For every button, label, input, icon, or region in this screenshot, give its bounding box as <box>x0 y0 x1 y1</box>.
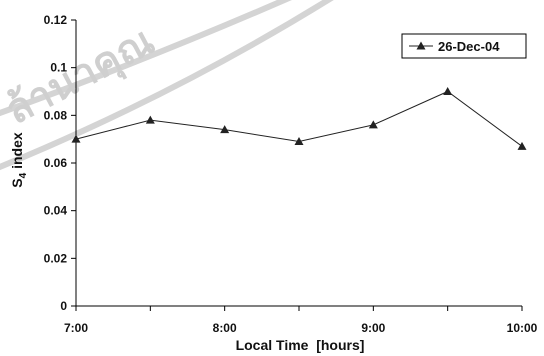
data-point-marker <box>71 134 81 143</box>
y-tick-label: 0.08 <box>44 108 68 122</box>
data-point-marker <box>220 125 230 134</box>
data-point-marker <box>145 115 155 124</box>
y-tick-label: 0.04 <box>44 204 68 218</box>
legend-label: 26-Dec-04 <box>438 39 500 54</box>
data-point-marker <box>294 137 304 146</box>
x-tick-label: 9:00 <box>361 321 385 335</box>
x-tick-label: 10:00 <box>507 321 538 335</box>
x-tick-label: 8:00 <box>213 321 237 335</box>
y-axis-title-sub: 4 <box>18 172 29 178</box>
series-layer <box>71 87 527 150</box>
x-axis-title: Local Time [hours] <box>236 337 365 353</box>
y-tick-label: 0 <box>60 299 67 313</box>
legend: 26-Dec-04 <box>401 33 527 59</box>
data-point-marker <box>443 87 453 95</box>
data-point-marker <box>517 141 527 150</box>
y-axis-title: S4 index <box>9 132 29 188</box>
legend-box <box>401 33 527 59</box>
y-tick-label: 0.06 <box>44 156 68 170</box>
x-tick-label: 7:00 <box>64 321 88 335</box>
ticks: 0 0.02 0.04 0.06 0.08 0.1 0.12 7:00 8:00 9:00 10:0… <box>44 13 538 335</box>
y-tick-label: 0.1 <box>50 61 67 75</box>
y-axis-title-main: S <box>9 178 25 187</box>
y-tick-label: 0.02 <box>44 251 68 265</box>
y-tick-label: 0.12 <box>44 13 68 27</box>
data-point-marker <box>368 120 378 129</box>
legend-swatch-marker <box>416 41 426 50</box>
y-axis-title-rest: index <box>9 132 25 173</box>
watermark-text: ล้านาคุณ <box>0 18 162 136</box>
